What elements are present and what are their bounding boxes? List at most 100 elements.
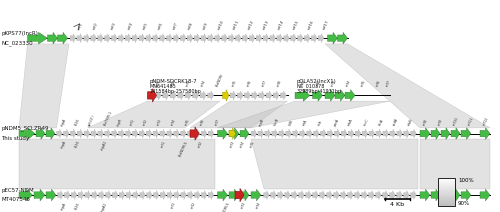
Polygon shape bbox=[78, 191, 84, 199]
Polygon shape bbox=[334, 191, 340, 199]
Text: NC_010378: NC_010378 bbox=[296, 84, 325, 89]
Text: orf7: orf7 bbox=[385, 79, 392, 87]
Bar bbox=[438, 194, 455, 195]
Polygon shape bbox=[292, 129, 298, 138]
Polygon shape bbox=[338, 32, 347, 44]
Text: orf4: orf4 bbox=[255, 201, 262, 210]
Polygon shape bbox=[58, 191, 64, 199]
Polygon shape bbox=[118, 34, 124, 43]
Text: orf2: orf2 bbox=[92, 22, 100, 31]
Text: orf8: orf8 bbox=[188, 22, 194, 31]
Bar bbox=[438, 195, 455, 197]
Polygon shape bbox=[383, 129, 388, 138]
Polygon shape bbox=[368, 191, 374, 199]
Text: IS26: IS26 bbox=[74, 118, 81, 127]
Polygon shape bbox=[84, 129, 90, 138]
Text: orf6: orf6 bbox=[199, 119, 205, 127]
Text: trbB: trbB bbox=[408, 118, 414, 127]
Polygon shape bbox=[396, 129, 402, 138]
Polygon shape bbox=[139, 129, 145, 138]
Text: orf7: orf7 bbox=[214, 119, 220, 127]
Bar bbox=[438, 178, 455, 179]
Polygon shape bbox=[91, 129, 96, 138]
Text: incC: incC bbox=[362, 118, 370, 127]
Polygon shape bbox=[390, 129, 396, 138]
Polygon shape bbox=[480, 128, 490, 139]
Polygon shape bbox=[295, 89, 310, 101]
Polygon shape bbox=[187, 34, 193, 43]
Polygon shape bbox=[326, 191, 332, 199]
Polygon shape bbox=[259, 91, 265, 100]
Polygon shape bbox=[112, 34, 117, 43]
Polygon shape bbox=[441, 189, 450, 201]
Polygon shape bbox=[340, 191, 346, 199]
Polygon shape bbox=[334, 129, 340, 138]
Text: blaNDM-5: blaNDM-5 bbox=[220, 201, 231, 212]
Polygon shape bbox=[325, 89, 335, 101]
Bar bbox=[438, 181, 455, 182]
Polygon shape bbox=[304, 34, 310, 43]
Text: orf13: orf13 bbox=[262, 20, 270, 31]
Text: orf5: orf5 bbox=[360, 79, 366, 87]
Text: tnpA2: tnpA2 bbox=[100, 140, 108, 151]
Text: orf3: orf3 bbox=[330, 79, 336, 87]
Polygon shape bbox=[140, 191, 145, 199]
Polygon shape bbox=[240, 128, 249, 139]
Bar bbox=[438, 202, 455, 203]
Polygon shape bbox=[229, 128, 235, 139]
Polygon shape bbox=[320, 129, 326, 138]
Polygon shape bbox=[382, 191, 388, 199]
Text: orf3: orf3 bbox=[110, 22, 117, 31]
Polygon shape bbox=[200, 91, 206, 100]
Polygon shape bbox=[390, 191, 396, 199]
Bar bbox=[438, 201, 455, 202]
Text: trfA: trfA bbox=[302, 119, 309, 127]
Polygon shape bbox=[166, 34, 172, 43]
Bar bbox=[438, 189, 455, 190]
Text: orf1: orf1 bbox=[160, 140, 166, 148]
Polygon shape bbox=[46, 128, 55, 139]
Polygon shape bbox=[201, 34, 206, 43]
Text: orf2: orf2 bbox=[198, 140, 204, 148]
Text: pNDM5_SCLZR49: pNDM5_SCLZR49 bbox=[2, 126, 49, 131]
Text: pKPS77(IncR): pKPS77(IncR) bbox=[2, 31, 38, 36]
Polygon shape bbox=[71, 191, 77, 199]
Polygon shape bbox=[104, 34, 110, 43]
Polygon shape bbox=[208, 91, 214, 100]
Text: trbA: trbA bbox=[348, 118, 354, 127]
Polygon shape bbox=[229, 189, 239, 201]
Polygon shape bbox=[160, 129, 166, 138]
Polygon shape bbox=[284, 34, 290, 43]
Polygon shape bbox=[251, 129, 257, 138]
Polygon shape bbox=[286, 129, 292, 138]
Polygon shape bbox=[132, 129, 138, 138]
Polygon shape bbox=[404, 129, 409, 138]
Text: orf5: orf5 bbox=[231, 79, 237, 87]
Text: orf4: orf4 bbox=[345, 79, 352, 87]
Text: orf15: orf15 bbox=[292, 20, 300, 31]
Text: orf1: orf1 bbox=[170, 201, 176, 210]
Polygon shape bbox=[325, 44, 490, 128]
Polygon shape bbox=[354, 191, 360, 199]
Polygon shape bbox=[228, 34, 234, 43]
Polygon shape bbox=[133, 191, 138, 199]
Text: orf16: orf16 bbox=[308, 20, 316, 31]
Text: orf6: orf6 bbox=[375, 79, 382, 87]
Text: parA: parA bbox=[332, 118, 340, 127]
Text: MN641485: MN641485 bbox=[149, 84, 176, 89]
Polygon shape bbox=[154, 191, 159, 199]
Polygon shape bbox=[202, 191, 207, 199]
Polygon shape bbox=[230, 91, 236, 100]
Text: orf8: orf8 bbox=[276, 79, 282, 87]
Polygon shape bbox=[431, 128, 440, 139]
Polygon shape bbox=[300, 129, 306, 138]
Polygon shape bbox=[218, 189, 228, 201]
Text: kilB: kilB bbox=[288, 119, 294, 127]
Bar bbox=[438, 200, 455, 201]
Polygon shape bbox=[249, 34, 255, 43]
Polygon shape bbox=[273, 91, 279, 100]
Polygon shape bbox=[279, 129, 284, 138]
Bar bbox=[438, 204, 455, 205]
Polygon shape bbox=[376, 129, 382, 138]
Polygon shape bbox=[208, 191, 214, 199]
